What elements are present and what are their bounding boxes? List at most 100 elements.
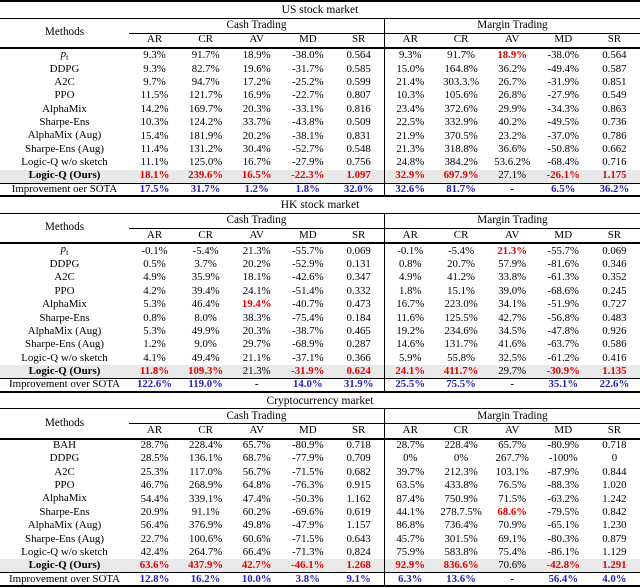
- value-cell: 24.1%: [383, 365, 436, 379]
- value-cell: -: [486, 182, 538, 198]
- value-cell: -27.9%: [547, 89, 580, 102]
- value-cell: 0.716: [602, 156, 627, 169]
- table-section-title-row: HK stock market: [0, 197, 640, 214]
- method-cell: DDPG: [49, 62, 80, 75]
- value-cell: 0.347: [346, 271, 371, 284]
- value-cell: -71.5%: [292, 532, 324, 545]
- value-cell: 39.4%: [191, 284, 220, 297]
- method-cell: Improvement over SOTA: [0, 378, 129, 393]
- cryptocurrency-market-table: Cryptocurrency market Methods Cash Tradi…: [0, 392, 640, 588]
- value-cell: 0: [611, 452, 618, 465]
- value-cell: 1.2%: [231, 182, 283, 198]
- value-cell: 87.4%: [383, 492, 436, 506]
- value-cell: 16.2%: [180, 572, 232, 588]
- method-cell: PPO: [54, 479, 75, 492]
- metric-header-av: AV: [486, 228, 538, 245]
- value-cell: 228.4%: [444, 439, 478, 452]
- value-cell: 5.3%: [143, 298, 166, 311]
- table-row: A2C 4.9% 35.9% 18.1% -42.6% 0.347 4.9% 41.2% 33.…: [0, 271, 640, 285]
- value-cell: 0.926: [602, 325, 627, 338]
- value-cell: 6.3%: [383, 572, 436, 588]
- value-cell: 109.3%: [188, 364, 224, 377]
- value-cell: 34.5%: [498, 325, 527, 338]
- table-body: pt -0.1% -5.4% 21.3% -55.7% 0.069 -0.1% -5.4% 21…: [0, 243, 640, 393]
- value-cell: 49.4%: [191, 351, 220, 364]
- table-row: pt -0.1% -5.4% 21.3% -55.7% 0.069 -0.1% -5.4% 21…: [0, 243, 640, 259]
- value-cell: 370.5%: [444, 129, 478, 142]
- value-cell: -68.9%: [292, 338, 324, 351]
- value-cell: -0.1%: [383, 243, 436, 259]
- value-cell: 0.851: [602, 75, 627, 88]
- value-cell: 56.4%: [537, 572, 589, 588]
- value-cell: 0.509: [346, 116, 371, 129]
- metric-header-ar: AR: [129, 33, 181, 49]
- value-cell: 39.7%: [383, 465, 436, 480]
- value-cell: 23.4%: [383, 102, 436, 117]
- metric-header-cr: CR: [435, 228, 487, 245]
- value-cell: 437.9%: [188, 559, 224, 572]
- value-cell: 44.1%: [383, 505, 436, 520]
- value-cell: -71.5%: [292, 465, 324, 478]
- value-cell: 0.473: [346, 298, 371, 311]
- value-cell: 20.3%: [242, 325, 271, 338]
- value-cell: 0.586: [602, 338, 627, 351]
- value-cell: 91.1%: [191, 505, 220, 518]
- value-cell: 212.3%: [444, 465, 478, 478]
- value-cell: 22.7%: [140, 532, 169, 545]
- metric-header-av: AV: [486, 423, 538, 440]
- method-cell: Sharpe-Ens: [39, 116, 90, 129]
- hk-stock-market-table: HK stock market Methods Cash Trading Mar…: [0, 197, 640, 393]
- table-row: PPO 4.2% 39.4% 24.1% -51.4% 0.332 1.8% 15.1% 39.…: [0, 284, 640, 299]
- value-cell: 33.8%: [498, 271, 527, 284]
- method-cell: Sharpe-Ens (Aug): [25, 532, 104, 545]
- metric-header-row: AR CR AV MD SR AR CR AV MD SR: [0, 33, 640, 49]
- metric-header-av: AV: [231, 228, 283, 245]
- value-cell: 9.7%: [143, 75, 166, 88]
- value-cell: 105.6%: [444, 89, 478, 102]
- method-cell: Improvement over SOTA: [0, 572, 129, 588]
- value-cell: 169.7%: [188, 102, 223, 115]
- metric-header-md: MD: [282, 228, 334, 245]
- value-cell: 303.3.%: [443, 75, 480, 88]
- value-cell: 17.2%: [242, 75, 271, 88]
- value-cell: 125.5%: [444, 311, 478, 324]
- value-cell: 736.4%: [444, 519, 478, 532]
- value-cell: 301.5%: [444, 532, 478, 545]
- value-cell: 332.9%: [444, 116, 478, 129]
- value-cell: -52.9%: [292, 258, 324, 271]
- value-cell: 63.6%: [139, 559, 170, 572]
- table-body: pt 9.3% 91.7% 18.9% -38.0% 0.564 9.3% 91.7% 18.9…: [0, 48, 640, 198]
- value-cell: 117.0%: [189, 465, 223, 478]
- value-cell: -38.7%: [292, 325, 324, 338]
- value-cell: 0.069: [346, 244, 371, 257]
- value-cell: -80.3%: [547, 532, 580, 545]
- value-cell: 433.8%: [444, 479, 478, 492]
- table-row: PPO 46.7% 268.9% 64.8% -76.3% 0.915 63.5% 433.8…: [0, 479, 640, 493]
- value-cell: 0.366: [346, 351, 371, 364]
- table-row: Improvement over SOTA 122.6% 119.0% -14.0% 3…: [0, 378, 640, 393]
- value-cell: 750.9%: [444, 492, 478, 505]
- value-cell: -38.1%: [292, 129, 324, 142]
- value-cell: -31.7%: [292, 62, 324, 75]
- table-row: Improvement over SOTA 12.8% 16.2% 10.0% 3.8%…: [0, 572, 640, 588]
- value-cell: 0.816: [346, 102, 371, 115]
- value-cell: 11.4%: [140, 142, 169, 155]
- table-row: Sharpe-Ens 0.8% 8.0% 38.3% -75.4% 0.184 11.6% 1…: [0, 311, 640, 325]
- table-row: Sharpe-Ens 10.3% 124.2% 33.7% -43.8% 0.509 22.…: [0, 116, 640, 130]
- value-cell: 11.6%: [383, 311, 436, 325]
- value-cell: 0.807: [346, 89, 371, 102]
- value-cell: -: [486, 378, 538, 393]
- value-cell: -49.4%: [547, 62, 580, 75]
- value-cell: 318.8%: [444, 142, 478, 155]
- value-cell: 29.9%: [498, 102, 527, 115]
- value-cell: 0.736: [602, 116, 627, 129]
- table-row: DDPG 28.5% 136.1% 68.7% -77.9% 0.709 0% 0% 267.7…: [0, 452, 640, 466]
- value-cell: 124.2%: [188, 116, 223, 129]
- value-cell: 18.9%: [242, 49, 271, 62]
- value-cell: 0.727: [602, 298, 627, 311]
- table-title: HK stock market: [0, 197, 640, 214]
- value-cell: 4.1%: [143, 351, 166, 364]
- value-cell: 5.9%: [383, 351, 436, 366]
- value-cell: -100%: [548, 452, 578, 465]
- value-cell: 65.7%: [498, 439, 527, 452]
